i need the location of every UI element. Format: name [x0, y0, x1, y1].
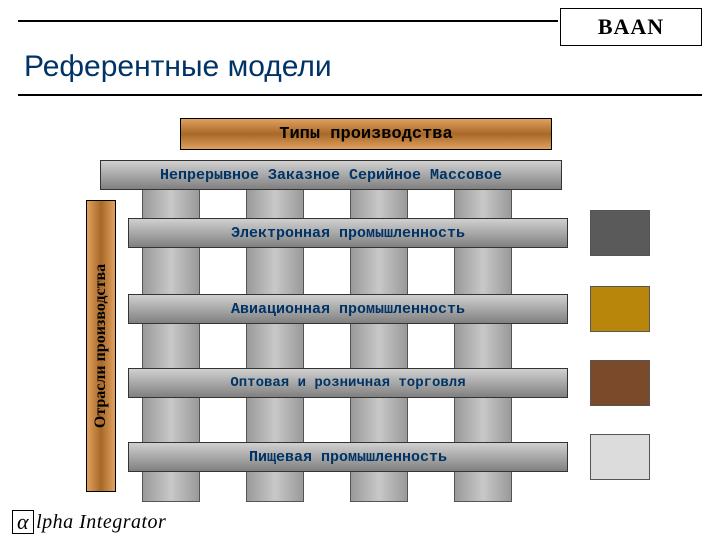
footer-logo: α lpha Integrator [12, 510, 166, 534]
types-row: Непрерывное Заказное Серийное Массовое [100, 160, 562, 190]
industries-sidebar: Отрасли производства [86, 200, 116, 492]
industry-row-0: Электронная промышленность [128, 218, 568, 248]
industry-row-2: Оптовая и розничная торговля [128, 368, 568, 398]
top-rule [18, 20, 558, 22]
brand-box: BAAN [560, 8, 702, 46]
diagram-canvas: Типы производства Непрерывное Заказное С… [0, 100, 720, 520]
industry-label: Электронная промышленность [231, 225, 465, 242]
brand-label: BAAN [598, 14, 664, 40]
types-header-label: Типы производства [279, 125, 452, 144]
industry-label: Оптовая и розничная торговля [230, 375, 465, 391]
footer-logo-text: lpha Integrator [36, 511, 166, 534]
sidebar-label: Отрасли производства [92, 264, 110, 428]
alpha-glyph: α [12, 510, 34, 534]
title-underline [18, 94, 702, 96]
types-row-label: Непрерывное Заказное Серийное Массовое [160, 167, 502, 184]
industry-label: Пищевая промышленность [249, 449, 447, 466]
industry-row-3: Пищевая промышленность [128, 442, 568, 472]
industry-thumb-2 [590, 360, 650, 406]
industry-row-1: Авиационная промышленность [128, 294, 568, 324]
page-title: Референтные модели [24, 50, 332, 84]
industry-thumb-1 [590, 286, 650, 332]
industry-thumb-0 [590, 210, 650, 256]
industry-thumb-3 [590, 434, 650, 480]
types-header: Типы производства [180, 118, 552, 150]
industry-label: Авиационная промышленность [231, 301, 465, 318]
